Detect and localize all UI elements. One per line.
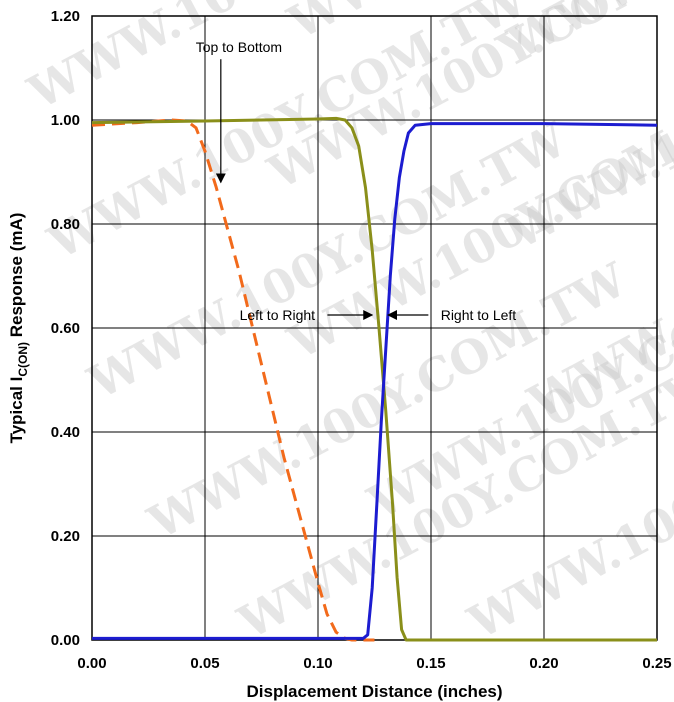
y-tick-label: 0.80 [51, 216, 80, 233]
x-axis-title: Displacement Distance (inches) [246, 682, 502, 701]
axis-titles: Displacement Distance (inches) Typical IC… [7, 213, 503, 701]
y-tick-label: 0.20 [51, 528, 80, 545]
series-lines [91, 116, 658, 642]
x-tick-label: 0.05 [190, 655, 219, 672]
x-tick-label: 0.10 [303, 655, 332, 672]
watermark-layer: WWW.100Y.COM.TWWWW.100Y.COM.TWWWW.100Y.C… [19, 0, 674, 650]
x-tick-label: 0.00 [77, 655, 106, 672]
y-axis-title: Typical IC(ON) Response (mA) [7, 213, 30, 444]
x-tick-label: 0.25 [642, 655, 671, 672]
y-tick-label: 0.40 [51, 424, 80, 441]
y-tick-label: 0.60 [51, 320, 80, 337]
annotation-label: Left to Right [240, 307, 316, 323]
y-tick-label: 1.20 [51, 8, 80, 25]
annotation-label: Right to Left [441, 307, 517, 323]
y-tick-label: 1.00 [51, 112, 80, 129]
series-line-left-to-right [91, 116, 657, 642]
series-line-right-to-left [92, 122, 658, 640]
y-axis-title-suffix: Response (mA) [7, 213, 26, 342]
annotations: Top to Bottom Left to Right Right to Left [196, 39, 517, 323]
x-tick-label: 0.15 [416, 655, 445, 672]
y-axis-title-prefix: Typical I [7, 377, 26, 444]
annotation-label: Top to Bottom [196, 39, 282, 55]
x-tick-label: 0.20 [529, 655, 558, 672]
y-tick-label: 0.00 [51, 632, 80, 649]
y-axis-title-subscript: C(ON) [16, 342, 30, 377]
series-line-top-to-bottom [91, 118, 375, 642]
tick-labels: 0.00 0.05 0.10 0.15 0.20 0.25 0.00 0.20 0.40 0.60… [51, 8, 672, 672]
